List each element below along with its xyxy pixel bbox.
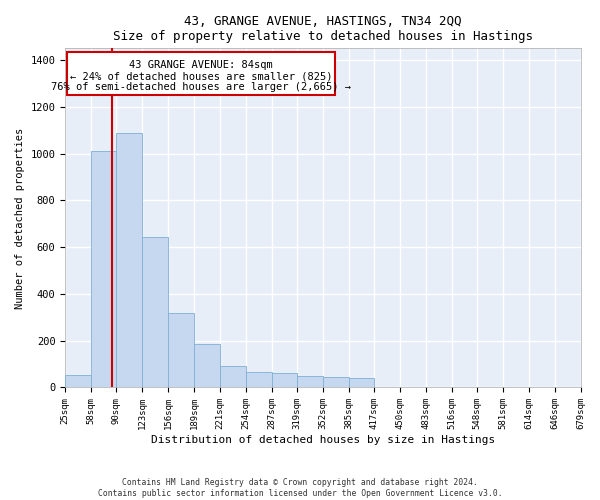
Text: 76% of semi-detached houses are larger (2,665) →: 76% of semi-detached houses are larger (…	[51, 82, 351, 92]
Bar	[272, 374, 297, 388]
Bar	[323, 377, 349, 388]
Bar	[297, 376, 323, 388]
Bar	[142, 236, 169, 388]
Bar	[194, 344, 220, 388]
Y-axis label: Number of detached properties: Number of detached properties	[15, 128, 25, 308]
Text: 43 GRANGE AVENUE: 84sqm: 43 GRANGE AVENUE: 84sqm	[129, 60, 272, 70]
Text: Contains HM Land Registry data © Crown copyright and database right 2024.
Contai: Contains HM Land Registry data © Crown c…	[98, 478, 502, 498]
Bar	[220, 366, 245, 388]
X-axis label: Distribution of detached houses by size in Hastings: Distribution of detached houses by size …	[151, 435, 495, 445]
Bar	[169, 312, 194, 388]
Bar	[116, 132, 142, 388]
FancyBboxPatch shape	[67, 52, 335, 95]
Bar	[349, 378, 374, 388]
Title: 43, GRANGE AVENUE, HASTINGS, TN34 2QQ
Size of property relative to detached hous: 43, GRANGE AVENUE, HASTINGS, TN34 2QQ Si…	[113, 15, 533, 43]
Text: ← 24% of detached houses are smaller (825): ← 24% of detached houses are smaller (82…	[70, 72, 332, 82]
Bar	[65, 374, 91, 388]
Bar	[91, 151, 116, 388]
Bar	[245, 372, 272, 388]
